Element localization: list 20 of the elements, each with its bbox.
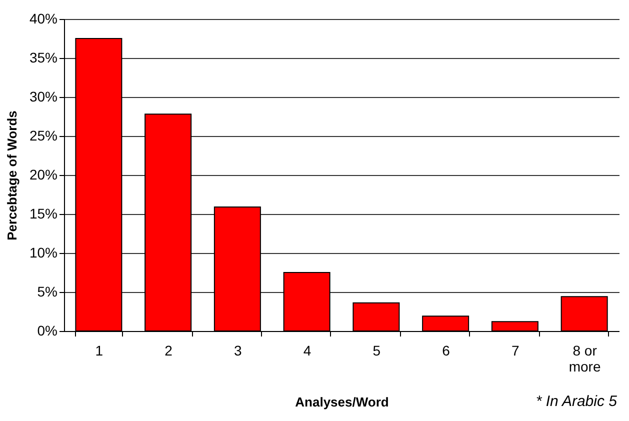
x-tick-label: 4 [303,342,312,358]
y-tick-label: 20% [29,166,58,182]
x-tick-label: 6 [442,342,450,358]
y-tick-label: 5% [37,284,58,300]
x-tick-label: 3 [234,342,242,358]
y-tick-label: 30% [29,88,58,104]
x-tick-label: 8 or more [568,342,601,374]
x-tick-label: 1 [95,342,104,358]
y-tick-label: 10% [29,244,58,260]
x-axis-title: Analyses/Word [295,394,389,410]
y-tick-label: 0% [37,322,58,338]
y-tick-label: 15% [29,206,58,222]
y-tick-label: 35% [29,50,58,66]
y-tick-label: 25% [29,128,58,144]
y-tick-label: 40% [29,10,58,26]
text: * In Arabic 5 [536,393,618,410]
y-axis-title: Percebtage of Words [4,110,20,240]
x-tick-label: 7 [512,342,520,358]
x-tick-label: 5 [372,342,381,358]
x-tick-label: 2 [164,342,173,358]
